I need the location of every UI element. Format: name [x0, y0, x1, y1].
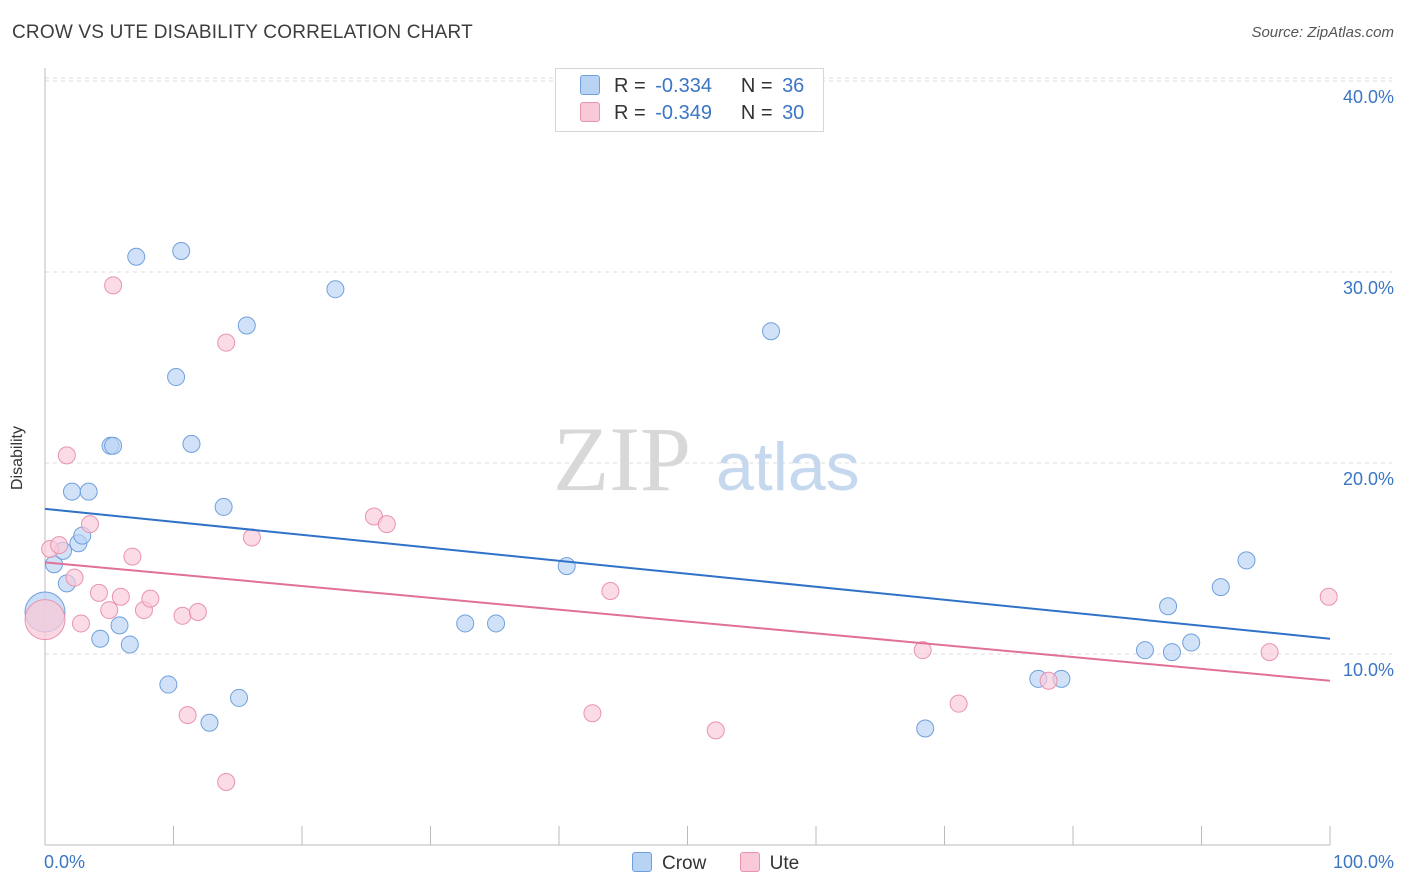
crow-point	[127, 247, 146, 266]
ute-point	[1260, 643, 1279, 662]
ute-point	[1319, 587, 1338, 606]
ute-point	[71, 614, 90, 633]
data-points	[24, 241, 1338, 791]
ute-point	[706, 721, 725, 740]
crow-point	[230, 688, 249, 707]
crow-point	[1237, 551, 1256, 570]
legend-ute-label: Ute	[769, 853, 800, 874]
crow-point	[487, 614, 506, 633]
watermark: ZIP atlas	[553, 408, 860, 510]
crow-r-label: R =	[614, 75, 646, 97]
crow-n-label: N =	[740, 75, 773, 97]
ute-point	[949, 694, 968, 713]
ute-r-value: -0.349	[655, 102, 712, 124]
crow-point	[916, 719, 935, 738]
ute-point	[24, 599, 66, 641]
crow-point	[182, 434, 201, 453]
watermark-atlas: atlas	[716, 429, 860, 505]
crow-point	[104, 436, 123, 455]
ute-point	[1039, 671, 1058, 690]
crow-point	[110, 616, 129, 635]
ute-r-label: R =	[614, 102, 646, 124]
ute-point	[57, 446, 76, 465]
ute-point	[123, 547, 142, 566]
y-axis-label: Disability	[9, 425, 26, 491]
crow-point	[79, 482, 98, 501]
crow-point	[159, 675, 178, 694]
watermark-zip: ZIP	[553, 408, 691, 510]
crow-point	[1159, 597, 1178, 616]
ute-point	[242, 528, 261, 547]
ute-swatch-icon	[580, 102, 600, 122]
crow-point	[1211, 578, 1230, 597]
ute-point	[601, 581, 620, 600]
crow-trend-line	[44, 507, 1331, 640]
ute-point	[583, 704, 602, 723]
crow-point	[237, 316, 256, 335]
chart-title: CROW VS UTE DISABILITY CORRELATION CHART	[12, 22, 473, 43]
x-tick-label-min: 0.0%	[44, 852, 86, 872]
gridlines	[45, 77, 1392, 655]
crow-point	[456, 614, 475, 633]
ute-point	[141, 589, 160, 608]
ute-point	[217, 772, 236, 791]
crow-point	[91, 629, 110, 648]
crow-point	[1182, 633, 1201, 652]
ute-point	[65, 568, 84, 587]
ute-point	[50, 536, 69, 555]
ute-point	[111, 587, 130, 606]
legend-row-crow: R = -0.334 N = 36	[580, 75, 804, 97]
ute-point	[188, 602, 207, 621]
correlation-legend: R = -0.334 N = 36 R = -0.349 N = 30	[555, 68, 824, 132]
legend-row-ute: R = -0.349 N = 30	[580, 102, 804, 124]
ute-point	[173, 606, 192, 625]
ute-point	[178, 706, 197, 725]
crow-point	[167, 368, 186, 387]
source-label: Source: ZipAtlas.com	[1251, 24, 1394, 41]
ute-trend-line	[44, 561, 1331, 682]
ute-legend-swatch-icon	[739, 852, 760, 872]
ute-point	[80, 515, 99, 534]
crow-legend-swatch-icon	[632, 852, 652, 872]
crow-point	[200, 713, 219, 732]
ute-point	[377, 515, 396, 534]
ute-point	[104, 276, 123, 295]
trend-lines	[44, 507, 1331, 682]
x-tick-label-max: 100.0%	[1332, 852, 1394, 872]
crow-point	[1162, 643, 1181, 662]
crow-point	[1135, 641, 1154, 660]
ute-n-label: N =	[740, 102, 773, 124]
axes	[44, 68, 1331, 846]
crow-swatch-icon	[580, 75, 600, 95]
legend-item-ute[interactable]: Ute	[739, 852, 800, 875]
ute-point	[100, 601, 119, 620]
crow-point	[120, 635, 139, 654]
y-tick-label: 30.0%	[1342, 278, 1394, 298]
y-tick-label: 10.0%	[1342, 660, 1394, 680]
series-legend: Crow Ute	[632, 852, 827, 875]
crow-point	[172, 241, 191, 260]
ute-point	[913, 641, 932, 660]
crow-r-value: -0.334	[655, 75, 712, 97]
ute-n-value: 30	[782, 102, 805, 124]
crow-point	[762, 322, 781, 341]
y-tick-label: 20.0%	[1342, 469, 1394, 489]
crow-point	[326, 280, 345, 299]
legend-item-crow[interactable]: Crow	[632, 852, 706, 875]
crow-point	[62, 482, 81, 501]
ute-point	[89, 583, 108, 602]
y-tick-label: 40.0%	[1342, 87, 1394, 107]
ute-point	[217, 333, 236, 352]
crow-point	[214, 497, 233, 516]
crow-n-value: 36	[782, 75, 805, 97]
legend-crow-label: Crow	[662, 853, 707, 874]
